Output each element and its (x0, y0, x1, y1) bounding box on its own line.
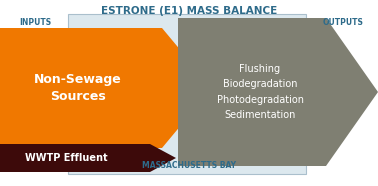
Text: Flushing
Biodegradation
Photodegradation
Sedimentation: Flushing Biodegradation Photodegradation… (217, 64, 304, 120)
FancyBboxPatch shape (68, 14, 306, 174)
Text: ESTRONE (E1) MASS BALANCE: ESTRONE (E1) MASS BALANCE (101, 6, 277, 16)
Text: MASSACHUSETTS BAY: MASSACHUSETTS BAY (142, 161, 236, 170)
Text: Non-Sewage
Sources: Non-Sewage Sources (34, 73, 122, 103)
Polygon shape (0, 28, 212, 148)
Polygon shape (0, 144, 176, 172)
Text: OUTPUTS: OUTPUTS (322, 18, 363, 27)
Text: WWTP Effluent: WWTP Effluent (25, 153, 107, 163)
Text: INPUTS: INPUTS (19, 18, 51, 27)
Polygon shape (178, 18, 378, 166)
